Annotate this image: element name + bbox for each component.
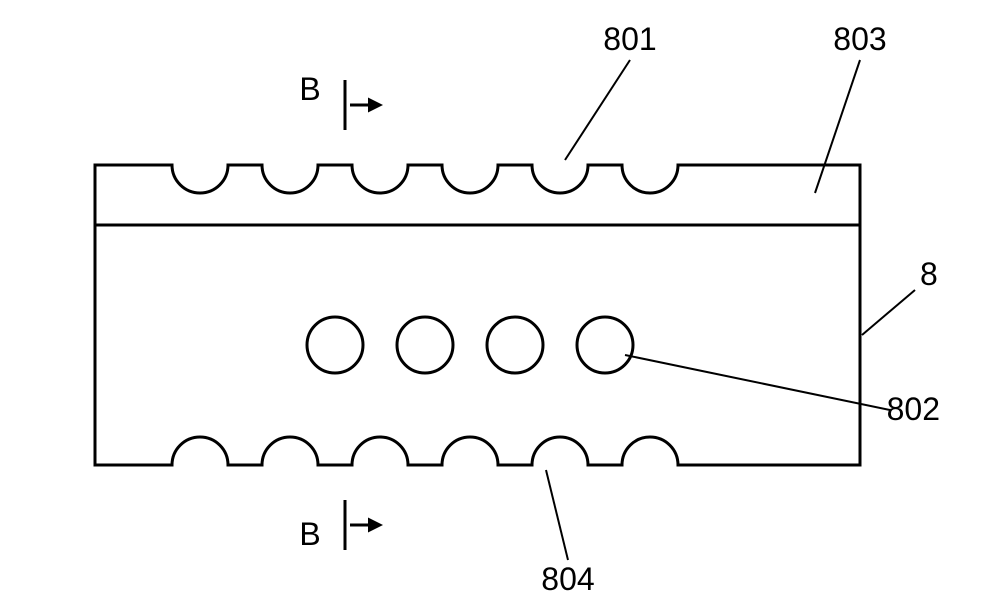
callout-label: 803 <box>833 21 886 57</box>
callout-label: 804 <box>541 561 594 597</box>
leader-line <box>815 60 860 193</box>
leader-line <box>546 470 568 560</box>
mid-circle <box>397 317 453 373</box>
section-label: B <box>299 516 320 552</box>
leader-line <box>625 355 890 410</box>
leader-line <box>862 290 915 335</box>
callout-label: 802 <box>887 391 940 427</box>
section-label: B <box>299 71 320 107</box>
callout-label: 801 <box>603 21 656 57</box>
device-outline <box>95 165 860 465</box>
callout-label: 8 <box>920 256 938 292</box>
mid-circle <box>577 317 633 373</box>
leader-line <box>565 60 630 160</box>
mid-circle <box>307 317 363 373</box>
mid-circle <box>487 317 543 373</box>
